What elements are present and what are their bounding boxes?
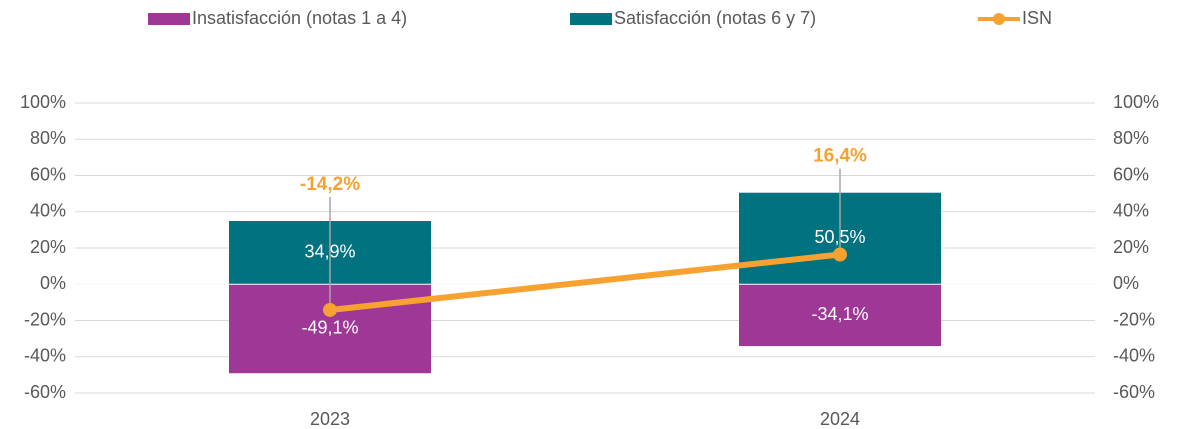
y2-tick-label: -60% [1113,382,1155,402]
y2-tick-label: 40% [1113,201,1149,221]
y-tick-label: -40% [24,346,66,366]
legend-label: Insatisfacción (notas 1 a 4) [192,8,407,28]
bar-value-label: -34,1% [811,304,868,324]
line [327,251,843,313]
y-tick-label: 40% [30,201,66,221]
legend-swatch [993,13,1005,25]
legend-label: ISN [1022,8,1052,28]
y2-tick-label: 60% [1113,164,1149,184]
legend-label: Satisfacción (notas 6 y 7) [614,8,816,28]
x-tick-label: 2024 [820,409,860,429]
y-tick-label: 100% [20,92,66,112]
y-tick-label: 60% [30,164,66,184]
bar-value-label: -49,1% [301,317,358,337]
y2-tick-label: 80% [1113,128,1149,148]
y-tick-label: 20% [30,237,66,257]
line-value-label: 16,4% [813,146,867,167]
x-tick-label: 2023 [310,409,350,429]
legend-swatch [148,13,190,25]
y-tick-label: -60% [24,382,66,402]
y2-tick-label: -40% [1113,346,1155,366]
line-point [323,302,337,317]
y2-tick-label: -20% [1113,309,1155,329]
y2-tick-label: 100% [1113,92,1159,112]
y2-tick-label: 20% [1113,237,1149,257]
y-tick-label: 80% [30,128,66,148]
y-tick-label: 0% [40,273,66,293]
legend-swatch [570,13,612,25]
line-value-label: -14,2% [300,174,360,195]
line-point [833,247,847,262]
y-tick-label: -20% [24,309,66,329]
y2-tick-label: 0% [1113,273,1139,293]
bar [739,284,941,347]
